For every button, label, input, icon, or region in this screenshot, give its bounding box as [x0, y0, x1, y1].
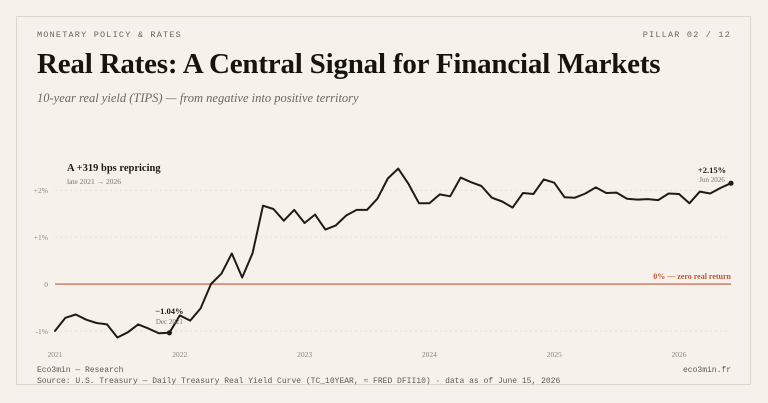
end-point-date: Jun 2026	[699, 176, 725, 184]
low-point-marker	[166, 330, 172, 336]
top-bar: MONETARY POLICY & RATES PILLAR 02 / 12	[37, 30, 731, 42]
footer-link[interactable]: eco3min.fr	[682, 366, 731, 375]
x-tick-label: 2023	[297, 350, 312, 359]
card-frame	[16, 16, 751, 385]
x-tick-label: 2021	[48, 350, 63, 359]
y-tick-label: +1%	[34, 233, 48, 242]
low-point-date: Dec 2021	[156, 318, 184, 326]
annotation-headline-sub: late 2021 → 2026	[67, 177, 121, 186]
page-title: Real Rates: A Central Signal for Financi…	[37, 48, 661, 80]
x-tick-label: 2025	[547, 350, 562, 359]
x-tick-label: 2024	[422, 350, 437, 359]
end-point-marker	[728, 180, 734, 186]
x-tick-label: 2026	[672, 350, 687, 359]
x-tick-label: 2022	[172, 350, 187, 359]
page-subtitle: 10-year real yield (TIPS) — from negativ…	[37, 91, 359, 105]
section-kicker: MONETARY POLICY & RATES	[37, 30, 182, 40]
annotation-headline: A +319 bps repricing	[67, 163, 161, 174]
end-point-value: +2.15%	[698, 165, 726, 175]
pillar-counter: PILLAR 02 / 12	[642, 30, 731, 40]
y-tick-label: +2%	[34, 186, 48, 195]
y-tick-label: -1%	[36, 327, 49, 336]
footer-brand: Eco3min — Research	[37, 366, 124, 375]
footer-source: Source: U.S. Treasury — Daily Treasury R…	[37, 377, 561, 386]
zero-line-label: 0% — zero real return	[653, 272, 731, 281]
low-point-value: −1.04%	[155, 306, 183, 316]
y-tick-label: 0	[44, 280, 48, 289]
